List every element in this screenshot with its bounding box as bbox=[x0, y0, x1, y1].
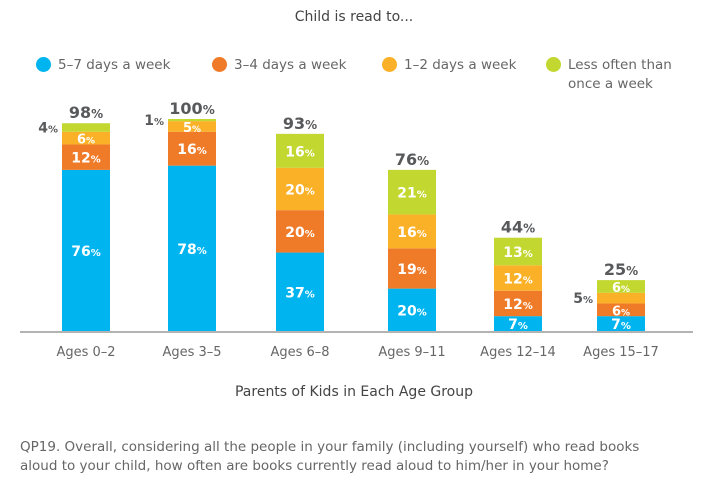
data-label: 16% bbox=[285, 144, 315, 160]
bar-segment bbox=[168, 119, 216, 122]
bar-segment bbox=[494, 265, 542, 291]
bar-segment bbox=[276, 252, 324, 331]
bar-group-2: 78% 16% 5% 1% 100% Ages 3–5 bbox=[144, 99, 221, 360]
x-tick-label: Ages 6–8 bbox=[270, 345, 329, 360]
legend-label-line-2: once a week bbox=[568, 76, 653, 92]
bar-segment bbox=[597, 280, 645, 293]
bar-group-5: 7% 12% 12% 13% 44% Ages 12–14 bbox=[480, 218, 556, 360]
legend-label-multiline: Less often than once a week bbox=[568, 56, 672, 94]
data-label: 13% bbox=[503, 245, 533, 261]
data-label: 20% bbox=[285, 225, 315, 241]
data-label: 37% bbox=[285, 285, 315, 301]
bar-segment bbox=[494, 316, 542, 331]
bar-segment bbox=[276, 167, 324, 211]
legend-item-1-2-days: 1–2 days a week bbox=[382, 56, 516, 75]
stacked-bar-chart: 76% 12% 6% 4% 98% Ages 0–2 78% 16% 5% 1% 100% Ages … bbox=[20, 99, 693, 360]
data-label: 20% bbox=[397, 303, 427, 319]
data-label-outside: 4% bbox=[38, 120, 58, 136]
legend-swatch-1-2-days bbox=[382, 57, 397, 72]
legend-label: 3–4 days a week bbox=[234, 57, 347, 73]
bar-group-6: 7%6%5%6%25%Ages 15–17 bbox=[573, 260, 659, 360]
data-label: 12% bbox=[503, 297, 533, 313]
footnote-line-2: aloud to your child, how often are books… bbox=[20, 458, 609, 474]
x-axis-title: Parents of Kids in Each Age Group bbox=[234, 384, 473, 400]
bar-segment bbox=[168, 165, 216, 331]
data-label: 7% bbox=[508, 317, 528, 333]
bar-segment bbox=[62, 131, 110, 145]
bar-segment bbox=[276, 210, 324, 253]
bar-segment bbox=[62, 123, 110, 132]
data-label-outside: 5% bbox=[573, 291, 593, 307]
bar-segment bbox=[388, 288, 436, 331]
legend-label: 5–7 days a week bbox=[58, 57, 171, 73]
x-tick-label: Ages 0–2 bbox=[56, 345, 115, 360]
bar-group-4: 20% 19% 16% 21% 76% Ages 9–11 bbox=[378, 150, 445, 360]
bar-segment bbox=[597, 303, 645, 317]
total-label: 98% bbox=[69, 103, 103, 122]
total-label: 76% bbox=[395, 150, 429, 169]
data-label-outside: 1% bbox=[144, 113, 164, 129]
bar-segment bbox=[388, 214, 436, 249]
legend-item-3-4-days: 3–4 days a week bbox=[212, 56, 346, 75]
data-label: 76% bbox=[71, 244, 101, 260]
data-label: 16% bbox=[177, 142, 207, 158]
bar-segment bbox=[168, 131, 216, 166]
total-label: 25% bbox=[604, 260, 638, 279]
x-tick-label: Ages 9–11 bbox=[378, 345, 445, 360]
bar-segment bbox=[62, 169, 110, 331]
data-label: 21% bbox=[397, 186, 427, 202]
data-label: 20% bbox=[285, 182, 315, 198]
footnote: QP19. Overall, considering all the peopl… bbox=[20, 438, 708, 476]
data-label: 6% bbox=[612, 281, 630, 296]
legend-label-line-1: Less often than bbox=[568, 57, 672, 73]
x-tick-label: Ages 15–17 bbox=[583, 345, 659, 360]
data-label: 5% bbox=[183, 121, 201, 136]
data-label: 78% bbox=[177, 242, 207, 258]
x-tick-label: Ages 12–14 bbox=[480, 345, 556, 360]
total-label: 44% bbox=[501, 218, 535, 237]
total-label: 100% bbox=[169, 99, 214, 118]
legend-label: 1–2 days a week bbox=[404, 57, 517, 73]
data-label: 6% bbox=[612, 304, 630, 319]
bar-segment bbox=[168, 121, 216, 132]
legend-swatch-less-often bbox=[546, 57, 561, 72]
bar-segment bbox=[388, 248, 436, 289]
legend-item-5-7-days: 5–7 days a week bbox=[36, 56, 170, 75]
legend-item-less-often: Less often than once a week bbox=[546, 56, 672, 94]
legend-swatch-5-7-days bbox=[36, 57, 51, 72]
bar-segment bbox=[597, 292, 645, 304]
data-label: 16% bbox=[397, 225, 427, 241]
bar-segment bbox=[494, 237, 542, 266]
bar-group-3: 37% 20% 20% 16% 93% Ages 6–8 bbox=[270, 114, 329, 360]
total-label: 93% bbox=[283, 114, 317, 133]
bar-group-1: 76% 12% 6% 4% 98% Ages 0–2 bbox=[38, 103, 115, 360]
bar-segment bbox=[388, 169, 436, 215]
bar-segment bbox=[494, 290, 542, 317]
data-label: 12% bbox=[71, 151, 101, 167]
legend-swatch-3-4-days bbox=[212, 57, 227, 72]
data-label: 19% bbox=[397, 262, 427, 278]
data-label: 7% bbox=[611, 317, 631, 333]
data-label: 6% bbox=[77, 133, 95, 148]
bar-segment bbox=[597, 316, 645, 331]
data-label: 12% bbox=[503, 272, 533, 288]
bar-segment bbox=[62, 144, 110, 170]
bar-segment bbox=[276, 133, 324, 168]
x-tick-label: Ages 3–5 bbox=[162, 345, 221, 360]
chart-title: Child is read to... bbox=[294, 9, 414, 25]
footnote-line-1: QP19. Overall, considering all the peopl… bbox=[20, 439, 640, 455]
